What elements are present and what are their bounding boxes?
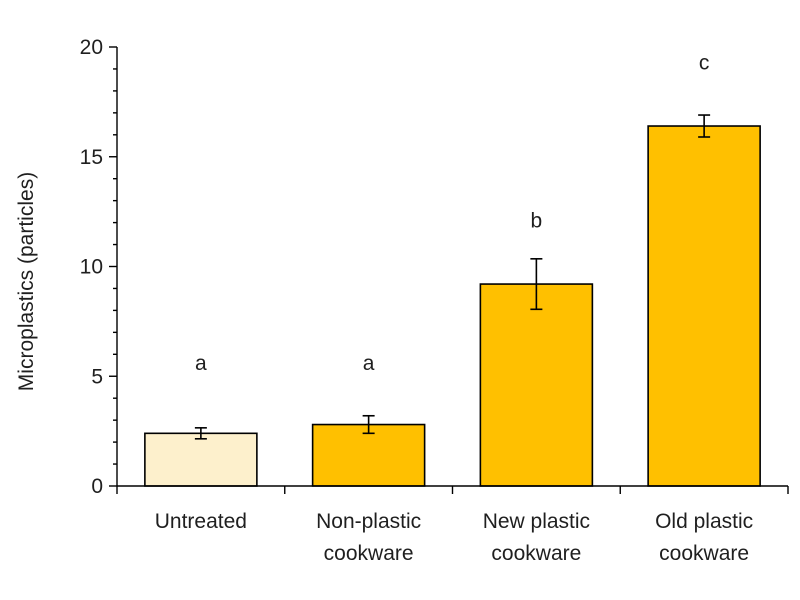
- significance-letter-3: b: [531, 209, 543, 232]
- significance-letter-2: a: [363, 352, 375, 375]
- y-tick-label: 0: [91, 475, 103, 498]
- y-axis-title-group: Microplastics (particles): [15, 172, 38, 391]
- x-category-label-line: New plastic: [483, 510, 590, 533]
- x-category-label-line: cookware: [659, 542, 749, 565]
- bar-3: [479, 283, 594, 487]
- error-bar-1: [194, 427, 207, 440]
- x-category-label-line: cookware: [324, 542, 414, 565]
- bar-2: [311, 423, 426, 487]
- y-tick-label: 5: [91, 365, 103, 388]
- x-category-label-3: New plastic cookware: [483, 510, 590, 565]
- x-category-label-line: Untreated: [155, 510, 247, 533]
- y-ticks-group: 0 5 10 15 20: [80, 36, 117, 498]
- y-tick-label: 10: [80, 256, 103, 279]
- x-category-label-line: Old plastic: [655, 510, 753, 533]
- bar-1: [144, 432, 258, 487]
- x-category-label-2: Non-plastic cookware: [316, 510, 421, 565]
- significance-letter-4: c: [699, 51, 710, 74]
- bar-4: [647, 125, 761, 487]
- x-category-label-line: Non-plastic: [316, 510, 421, 533]
- error-bar-2: [362, 414, 375, 435]
- error-bar-3: [530, 258, 543, 311]
- y-axis-title: Microplastics (particles): [15, 172, 38, 391]
- x-category-label-line: cookware: [491, 542, 581, 565]
- x-labels-group: Untreated Non-plastic cookware New plastic c…: [155, 510, 753, 565]
- y-tick-label: 15: [80, 146, 103, 169]
- error-bar-4: [698, 114, 711, 138]
- bars-group: [144, 125, 761, 487]
- significance-letter-1: a: [195, 352, 207, 375]
- x-category-label-1: Untreated: [155, 510, 247, 533]
- x-category-label-4: Old plastic cookware: [655, 510, 753, 565]
- error-bars-group: [194, 114, 711, 440]
- y-tick-label: 20: [80, 36, 103, 59]
- significance-letters-group: a a b c: [195, 51, 709, 375]
